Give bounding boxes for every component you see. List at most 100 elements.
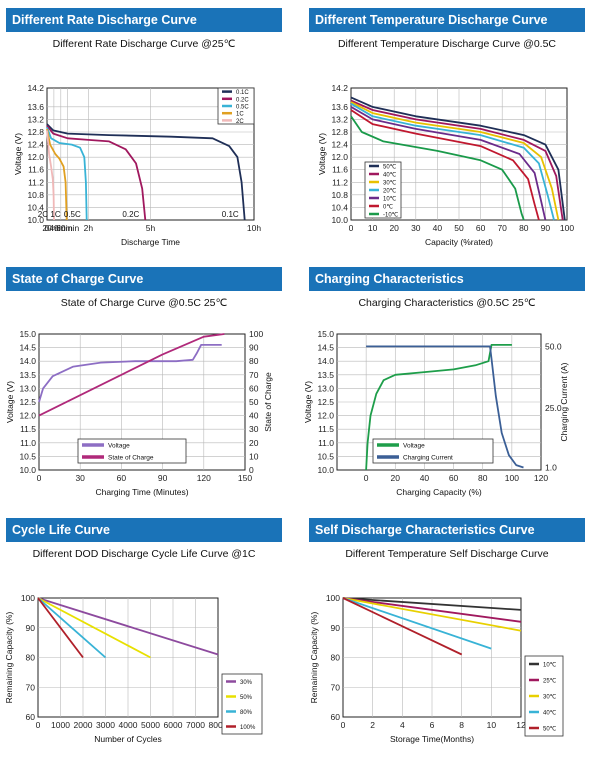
y-tick-label: 13.6 <box>27 102 44 112</box>
legend-label: 40℃ <box>383 173 397 179</box>
series-line <box>46 125 147 221</box>
y-axis-label: Voltage (V) <box>5 381 15 423</box>
y-tick-label: 15.0 <box>19 329 36 339</box>
y-right-tick-label: 70 <box>249 370 259 380</box>
x-tick-label: 90 <box>541 223 551 233</box>
x-tick-label: 120 <box>534 473 548 483</box>
y-tick-label: 13.2 <box>331 114 348 124</box>
y-tick-label: 12.4 <box>27 140 44 150</box>
x-tick-label: 0 <box>364 473 369 483</box>
series-end-label: 0.1C <box>222 210 239 219</box>
panel-header: Self Discharge Characteristics Curve <box>309 518 585 542</box>
legend-label: Voltage <box>108 443 130 450</box>
y-tick-label: 12.0 <box>27 152 44 162</box>
y-tick-label: 100 <box>21 593 35 603</box>
y-tick-label: 15.0 <box>317 329 334 339</box>
y-tick-label: 90 <box>331 623 341 633</box>
x-tick-label: 100 <box>505 473 519 483</box>
legend-label: 2C <box>236 119 244 125</box>
panel-rate-discharge: Different Rate Discharge Curve Different… <box>6 8 282 252</box>
series-line <box>350 109 540 221</box>
legend-label: 20℃ <box>383 189 397 195</box>
x-tick-label: 2 <box>370 720 375 730</box>
legend-label: 1C <box>236 112 244 118</box>
legend-label: Charging Current <box>403 455 453 462</box>
y-tick-label: 14.2 <box>331 83 348 93</box>
legend-box <box>221 673 263 735</box>
x-tick-label: 0 <box>45 223 50 233</box>
legend-label: 0℃ <box>383 205 393 211</box>
series-line <box>350 115 525 221</box>
panel-cycle-life: Cycle Life Curve Different DOD Discharge… <box>4 518 282 762</box>
y-tick-label: 80 <box>26 653 36 663</box>
y-tick-label: 100 <box>326 593 340 603</box>
y-right-tick-label: 60 <box>249 383 259 393</box>
y-right-tick-label: 0 <box>249 465 254 475</box>
series-line <box>365 343 512 471</box>
y-tick-label: 13.6 <box>331 102 348 112</box>
y-tick-label: 10.5 <box>317 451 334 461</box>
x-axis-label: Charging Time (Minutes) <box>95 487 188 497</box>
series-line <box>342 597 522 623</box>
y-right-axis-label: Charging Current (A) <box>559 362 569 441</box>
series-line <box>342 597 463 656</box>
legend-label: 80% <box>240 710 253 716</box>
y-tick-label: 14.5 <box>317 343 334 353</box>
y-right-tick-label: 1.0 <box>545 463 557 473</box>
x-tick-label: 80 <box>478 473 488 483</box>
x-tick-label: 2h <box>84 223 94 233</box>
panel-header: State of Charge Curve <box>6 267 282 291</box>
panel-state-of-charge: State of Charge Curve State of Charge Cu… <box>5 267 282 511</box>
y-tick-label: 10.0 <box>19 465 36 475</box>
y-tick-label: 70 <box>26 682 36 692</box>
y-axis-label: Voltage (V) <box>317 133 327 175</box>
y-tick-label: 10.0 <box>27 215 44 225</box>
x-tick-label: 10 <box>487 720 497 730</box>
legend-label: 25℃ <box>543 679 557 685</box>
legend-label: Voltage <box>403 443 425 450</box>
y-tick-label: 13.5 <box>19 370 36 380</box>
temperature-discharge-chart: 10.0 10.4 10.8 11.2 11.6 12.0 12.4 12.8 13.2 13.6… <box>317 83 574 247</box>
x-tick-label: 120 <box>197 473 211 483</box>
y-right-tick-label: 100 <box>249 329 263 339</box>
legend-box <box>372 438 494 464</box>
y-right-tick-label: 25.0 <box>545 403 562 413</box>
chart-title: Different Temperature Discharge Curve @0… <box>337 38 557 50</box>
x-axis-label: Discharge Time <box>121 237 180 247</box>
y-tick-label: 14.5 <box>19 343 36 353</box>
y-right-tick-label: 40 <box>249 411 259 421</box>
x-tick-label: 0 <box>349 223 354 233</box>
legend-label: 10℃ <box>543 663 557 669</box>
y-right-tick-label: 10 <box>249 451 259 461</box>
y-tick-label: 13.0 <box>19 383 36 393</box>
legend-label: 10℃ <box>383 197 397 203</box>
y-right-tick-label: 50.0 <box>545 341 562 351</box>
y-right-axis-label: State of Charge <box>263 372 273 432</box>
x-tick-label: 70 <box>497 223 507 233</box>
x-tick-label: 7000 <box>186 720 205 730</box>
series-line <box>37 597 151 659</box>
legend-label: 30℃ <box>383 181 397 187</box>
legend-box <box>77 438 187 464</box>
series-line <box>37 597 219 656</box>
charging-characteristics-chart: 10.0 10.5 11.0 11.5 12.0 12.5 13.0 13.5 14.0 14.5… <box>303 329 569 497</box>
x-tick-label: 60min <box>56 223 79 233</box>
x-tick-label: 6 <box>430 720 435 730</box>
y-tick-label: 11.5 <box>318 424 334 434</box>
x-tick-label: 60 <box>476 223 486 233</box>
x-tick-label: 100 <box>560 223 574 233</box>
chart-title: Different Temperature Self Discharge Cur… <box>345 548 549 560</box>
y-tick-label: 11.0 <box>318 438 334 448</box>
chart-title: Charging Characteristics @0.5C 25℃ <box>358 297 536 309</box>
state-of-charge-chart: 10.0 10.5 11.0 11.5 12.0 12.5 13.0 13.5 14.0 14.5… <box>5 329 273 497</box>
x-tick-label: 40min <box>49 223 72 233</box>
series-line <box>46 130 55 221</box>
y-tick-label: 11.2 <box>332 177 348 187</box>
y-right-tick-label: 20 <box>249 438 259 448</box>
legend-label: 0.2C <box>236 97 249 103</box>
series-end-label: 0.2C <box>122 210 139 219</box>
y-tick-label: 13.2 <box>27 114 44 124</box>
series-line <box>350 99 564 221</box>
panel-header: Cycle Life Curve <box>6 518 282 542</box>
y-right-tick-label: 90 <box>249 343 259 353</box>
